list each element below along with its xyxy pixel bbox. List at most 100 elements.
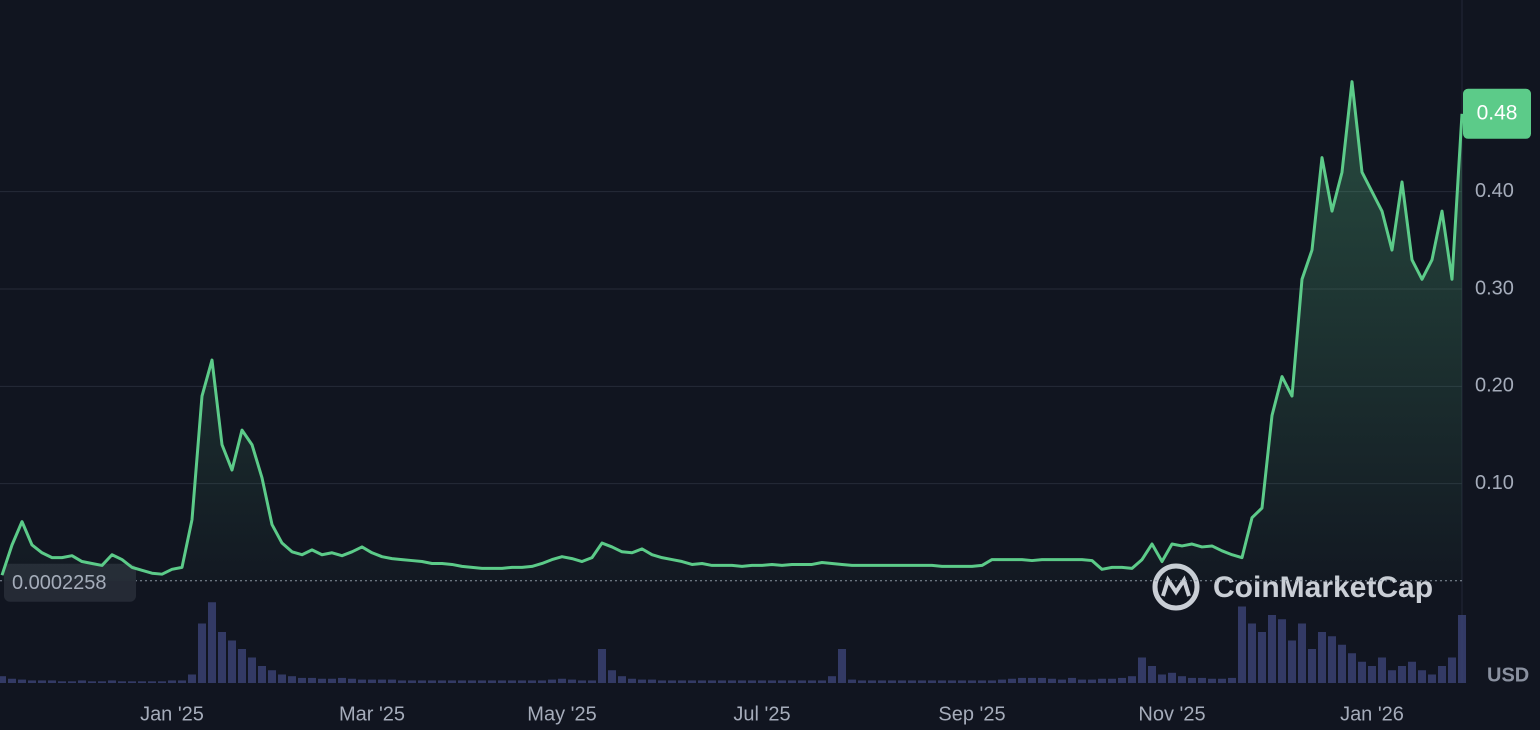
volume-bar — [1378, 657, 1386, 683]
volume-bar — [668, 680, 676, 683]
volume-bar — [648, 679, 656, 683]
volume-bar — [158, 681, 166, 683]
y-tick-label: 0.10 — [1475, 472, 1514, 494]
volume-bar — [968, 680, 976, 683]
volume-bar — [898, 680, 906, 683]
volume-bar — [268, 670, 276, 683]
volume-bar — [168, 680, 176, 683]
volume-bar — [1308, 649, 1316, 683]
volume-bar — [588, 680, 596, 683]
volume-bar — [218, 632, 226, 683]
volume-bar — [1428, 674, 1436, 683]
volume-bar — [938, 680, 946, 683]
volume-bar — [1018, 677, 1026, 683]
volume-bar — [38, 680, 46, 683]
volume-bar — [348, 678, 356, 683]
volume-bar — [8, 678, 16, 683]
volume-bar — [378, 679, 386, 683]
volume-bar — [78, 680, 86, 683]
volume-bar — [1068, 677, 1076, 683]
volume-bar — [908, 680, 916, 683]
volume-bar — [88, 681, 96, 683]
volume-bar — [808, 680, 816, 683]
volume-bar — [458, 680, 466, 683]
x-tick-label: Sep '25 — [938, 703, 1005, 725]
volume-bar — [198, 623, 206, 683]
volume-bar — [98, 681, 106, 683]
volume-bar — [1078, 679, 1086, 683]
y-tick-label: 0.30 — [1475, 277, 1514, 299]
volume-bar — [48, 680, 56, 683]
volume-bar — [1128, 676, 1136, 683]
volume-bar — [658, 680, 666, 683]
x-tick-label: Nov '25 — [1138, 703, 1205, 725]
volume-bar — [788, 680, 796, 683]
volume-bar — [638, 679, 646, 683]
volume-bar — [928, 680, 936, 683]
volume-bar — [278, 674, 286, 683]
x-tick-label: Mar '25 — [339, 703, 405, 725]
volume-bar — [188, 674, 196, 683]
volume-axis-label: USD — [1487, 664, 1529, 686]
volume-bar — [488, 680, 496, 683]
volume-bar — [688, 680, 696, 683]
volume-bar — [708, 680, 716, 683]
volume-bar — [108, 680, 116, 683]
volume-bar — [138, 681, 146, 683]
volume-bar — [1118, 677, 1126, 683]
volume-bar — [298, 677, 306, 683]
volume-bar — [388, 679, 396, 683]
volume-bar — [618, 676, 626, 683]
volume-bar — [1398, 666, 1406, 683]
volume-bar — [1458, 615, 1466, 683]
volume-bar — [768, 680, 776, 683]
volume-bar — [1098, 678, 1106, 683]
volume-bar — [398, 680, 406, 683]
price-line — [0, 80, 1464, 576]
volume-bar — [428, 680, 436, 683]
volume-bar — [248, 657, 256, 683]
volume-bar — [958, 680, 966, 683]
volume-bar — [498, 680, 506, 683]
volume-bar — [28, 680, 36, 683]
last-price-badge — [1463, 88, 1531, 139]
volume-bar — [1228, 677, 1236, 683]
volume-bar — [418, 680, 426, 683]
volume-bar — [118, 681, 126, 683]
y-tick-label: 0.20 — [1475, 375, 1514, 397]
volume-bar — [1158, 674, 1166, 683]
volume-bar — [1178, 676, 1186, 683]
volume-bar — [68, 681, 76, 683]
volume-bar — [728, 680, 736, 683]
volume-bar — [1168, 672, 1176, 683]
volume-bar — [948, 680, 956, 683]
volume-bar — [1218, 678, 1226, 683]
volume-bar — [608, 670, 616, 683]
volume-bar — [1188, 677, 1196, 683]
volume-bar — [1368, 666, 1376, 683]
volume-bar — [878, 680, 886, 683]
volume-bar — [738, 680, 746, 683]
price-area — [2, 81, 1462, 582]
volume-bar — [1008, 678, 1016, 683]
volume-bar — [988, 680, 996, 683]
volume-bar — [778, 680, 786, 683]
volume-bar — [1038, 677, 1046, 683]
volume-bar — [1298, 623, 1306, 683]
volume-bar — [1388, 670, 1396, 683]
volume-bar — [208, 602, 216, 683]
volume-bar — [868, 680, 876, 683]
volume-bar — [258, 666, 266, 683]
volume-bar — [338, 677, 346, 683]
volume-bar — [1248, 623, 1256, 683]
watermark-logo-mark — [1161, 575, 1191, 597]
volume-bar — [548, 679, 556, 683]
volume-bar — [1318, 632, 1326, 683]
volume-bar — [748, 680, 756, 683]
volume-bar — [998, 679, 1006, 683]
volume-bar — [1088, 679, 1096, 683]
volume-bar — [538, 680, 546, 683]
volume-bar — [918, 680, 926, 683]
